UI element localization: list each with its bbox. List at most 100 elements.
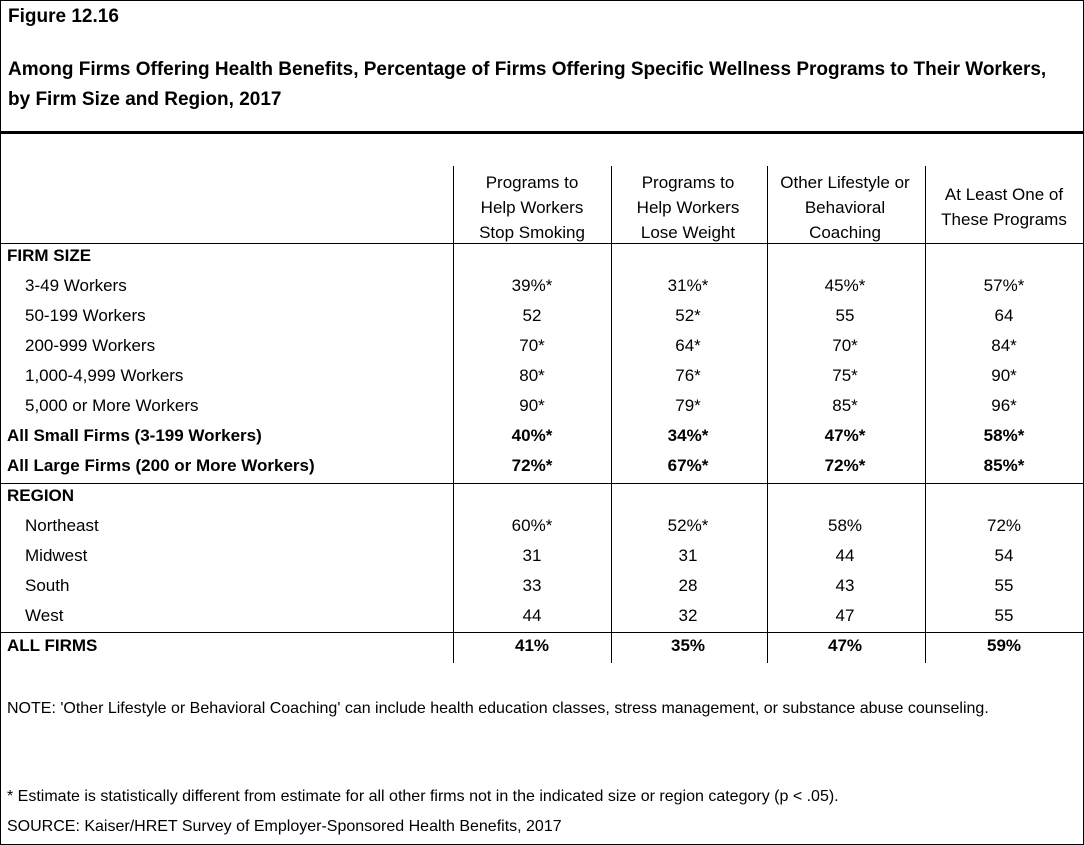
table-cell: 84*: [991, 336, 1017, 355]
row-divider: [0, 243, 1084, 244]
table-row: Northeast 60%* 52%* 58% 72%: [0, 512, 1084, 542]
table-cell: 72%*: [511, 456, 553, 475]
row-label: West: [25, 606, 64, 625]
row-divider: [0, 632, 1084, 633]
column-header-line: Lose Weight: [640, 223, 736, 242]
table-row: Midwest 31 31 44 54: [0, 542, 1084, 572]
row-label: South: [25, 576, 70, 595]
table-row: West 44 32 47 55: [0, 602, 1084, 632]
table-cell: 85*: [832, 396, 858, 415]
table-cell: 32: [678, 606, 698, 625]
row-label: All Small Firms (3-199 Workers): [7, 426, 262, 445]
table-cell: 90*: [991, 366, 1017, 385]
table-cell: 40%*: [511, 426, 553, 445]
table-cell: 79*: [675, 396, 701, 415]
table-cell: 76*: [675, 366, 701, 385]
column-divider: [453, 166, 454, 663]
table-cell: 31: [678, 546, 698, 565]
table-cell: 41%: [514, 636, 550, 655]
note-text: NOTE: 'Other Lifestyle or Behavioral Coa…: [7, 700, 989, 717]
table-cell: 72%: [986, 516, 1022, 535]
table-cell: 47%*: [824, 426, 866, 445]
section-header: REGION: [7, 486, 75, 505]
column-header: Programs to Help Workers Lose Weight: [613, 170, 763, 245]
table-cell: 43: [835, 576, 855, 595]
table-cell: 67%*: [667, 456, 709, 475]
table-row: South 33 28 43 55: [0, 572, 1084, 602]
column-divider: [611, 166, 612, 663]
table-cell: 96*: [991, 396, 1017, 415]
table-cell: 72%*: [824, 456, 866, 475]
column-header-line: Help Workers: [480, 198, 584, 217]
table-cell: 58%*: [983, 426, 1025, 445]
table-cell: 47: [835, 606, 855, 625]
asterisk-note: * Estimate is statistically different fr…: [7, 788, 839, 805]
column-divider: [767, 166, 768, 663]
table-cell: 52*: [675, 306, 701, 325]
table-cell: 52: [522, 306, 542, 325]
table-cell: 44: [835, 546, 855, 565]
column-header: At Least One of These Programs: [929, 182, 1079, 232]
table-cell: 64: [994, 306, 1014, 325]
table-cell: 33: [522, 576, 542, 595]
table-cell: 28: [678, 576, 698, 595]
table-cell: 54: [994, 546, 1014, 565]
table-row: FIRM SIZE: [0, 242, 1084, 272]
column-header-line: Programs to: [641, 173, 735, 192]
source-text: SOURCE: Kaiser/HRET Survey of Employer-S…: [7, 818, 562, 835]
column-header-line: At Least One of: [944, 185, 1064, 204]
table-cell: 75*: [832, 366, 858, 385]
table-cell: 90*: [519, 396, 545, 415]
table-cell: 34%*: [667, 426, 709, 445]
table-row: 50-199 Workers 52 52* 55 64: [0, 302, 1084, 332]
column-header: Other Lifestyle or Behavioral Coaching: [765, 170, 925, 245]
table-row: 1,000-4,999 Workers 80* 76* 75* 90*: [0, 362, 1084, 392]
row-label: ALL FIRMS: [7, 636, 98, 655]
title-rule: [0, 131, 1084, 134]
table-row: 3-49 Workers 39%* 31%* 45%* 57%*: [0, 272, 1084, 302]
column-header-line: These Programs: [941, 210, 1067, 229]
table-cell: 85%*: [983, 456, 1025, 475]
table-row: 5,000 or More Workers 90* 79* 85* 96*: [0, 392, 1084, 422]
figure-label: Figure 12.16: [8, 6, 119, 27]
column-header: Programs to Help Workers Stop Smoking: [457, 170, 607, 245]
column-header-line: Stop Smoking: [479, 223, 585, 242]
row-label: 1,000-4,999 Workers: [25, 366, 184, 385]
row-label: All Large Firms (200 or More Workers): [7, 456, 315, 475]
table-cell: 31: [522, 546, 542, 565]
table-cell: 55: [994, 576, 1014, 595]
table-cell: 80*: [519, 366, 545, 385]
column-header-line: Other Lifestyle or: [780, 173, 910, 192]
table-cell: 64*: [675, 336, 701, 355]
table-row: 200-999 Workers 70* 64* 70* 84*: [0, 332, 1084, 362]
table-row: All Small Firms (3-199 Workers) 40%* 34%* 4…: [0, 422, 1084, 452]
table-cell: 44: [522, 606, 542, 625]
table-cell: 45%*: [824, 276, 866, 295]
row-divider: [0, 483, 1084, 484]
table-row: ALL FIRMS 41% 35% 47% 59%: [0, 632, 1084, 662]
section-header: FIRM SIZE: [7, 246, 92, 265]
table-cell: 59%: [986, 636, 1022, 655]
column-divider: [925, 166, 926, 663]
row-label: Northeast: [25, 516, 99, 535]
table-cell: 70*: [519, 336, 545, 355]
table-row: REGION: [0, 482, 1084, 512]
table-cell: 55: [994, 606, 1014, 625]
figure-title: Among Firms Offering Health Benefits, Pe…: [8, 59, 1047, 110]
row-label: 5,000 or More Workers: [25, 396, 199, 415]
column-header-line: Programs to: [485, 173, 579, 192]
table-cell: 39%*: [511, 276, 553, 295]
table-cell: 31%*: [667, 276, 709, 295]
table-cell: 55: [835, 306, 855, 325]
table-cell: 58%: [827, 516, 863, 535]
table-cell: 52%*: [667, 516, 709, 535]
column-header-line: Behavioral: [804, 198, 886, 217]
row-label: 50-199 Workers: [25, 306, 146, 325]
table-cell: 70*: [832, 336, 858, 355]
column-header-line: Coaching: [809, 223, 881, 242]
table-cell: 47%: [827, 636, 863, 655]
table-cell: 35%: [670, 636, 706, 655]
table-row: All Large Firms (200 or More Workers) 72%…: [0, 452, 1084, 482]
table-cell: 60%*: [511, 516, 553, 535]
row-label: Midwest: [25, 546, 88, 565]
